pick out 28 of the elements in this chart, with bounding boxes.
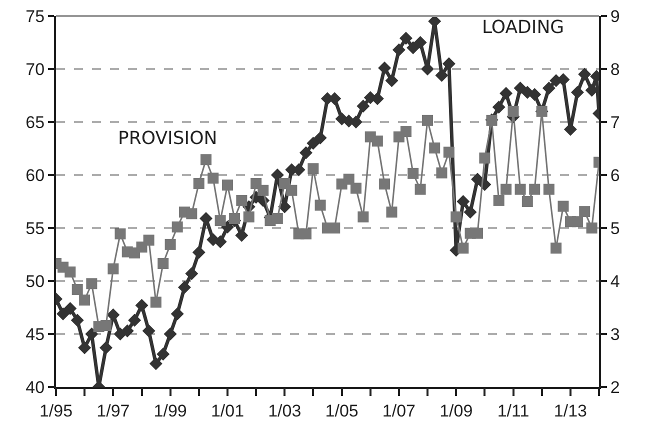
y2-tick-label: 3 [610,324,620,344]
y2-tick-label: 6 [610,166,620,185]
y-tick-label: 70 [26,60,45,79]
y-tick-label: 40 [26,378,45,397]
y2-tick-label: 8 [610,60,620,79]
x-tick-label: 1/13 [554,401,587,420]
y-tick-label: 45 [26,324,45,344]
x-tick-label: 1/07 [382,401,416,420]
y-tick-label: 50 [26,272,45,291]
y-tick-label: 65 [26,112,45,132]
y2-tick-label: 5 [610,218,620,238]
y-tick-label: 60 [26,166,45,185]
y-tick-label: 55 [26,218,45,238]
x-tick-label: 1/97 [96,401,130,420]
x-tick-label: 1/03 [268,401,302,420]
y-tick-label: 75 [26,6,45,26]
x-tick-label: 1/09 [440,401,473,420]
x-tick-label: 1/95 [39,401,73,420]
x-tick-label: 1/05 [325,401,358,420]
series-label: PROVISION [118,128,218,149]
x-tick-label: 1/99 [154,401,187,420]
x-tick-label: 1/11 [497,401,530,420]
y2-tick-label: 7 [610,112,620,132]
y2-tick-label: 2 [610,378,620,397]
series-label: LOADING [482,17,564,38]
y2-tick-label: 4 [610,272,620,291]
x-tick-label: 1/01 [210,401,244,420]
y2-tick-label: 9 [610,6,620,26]
